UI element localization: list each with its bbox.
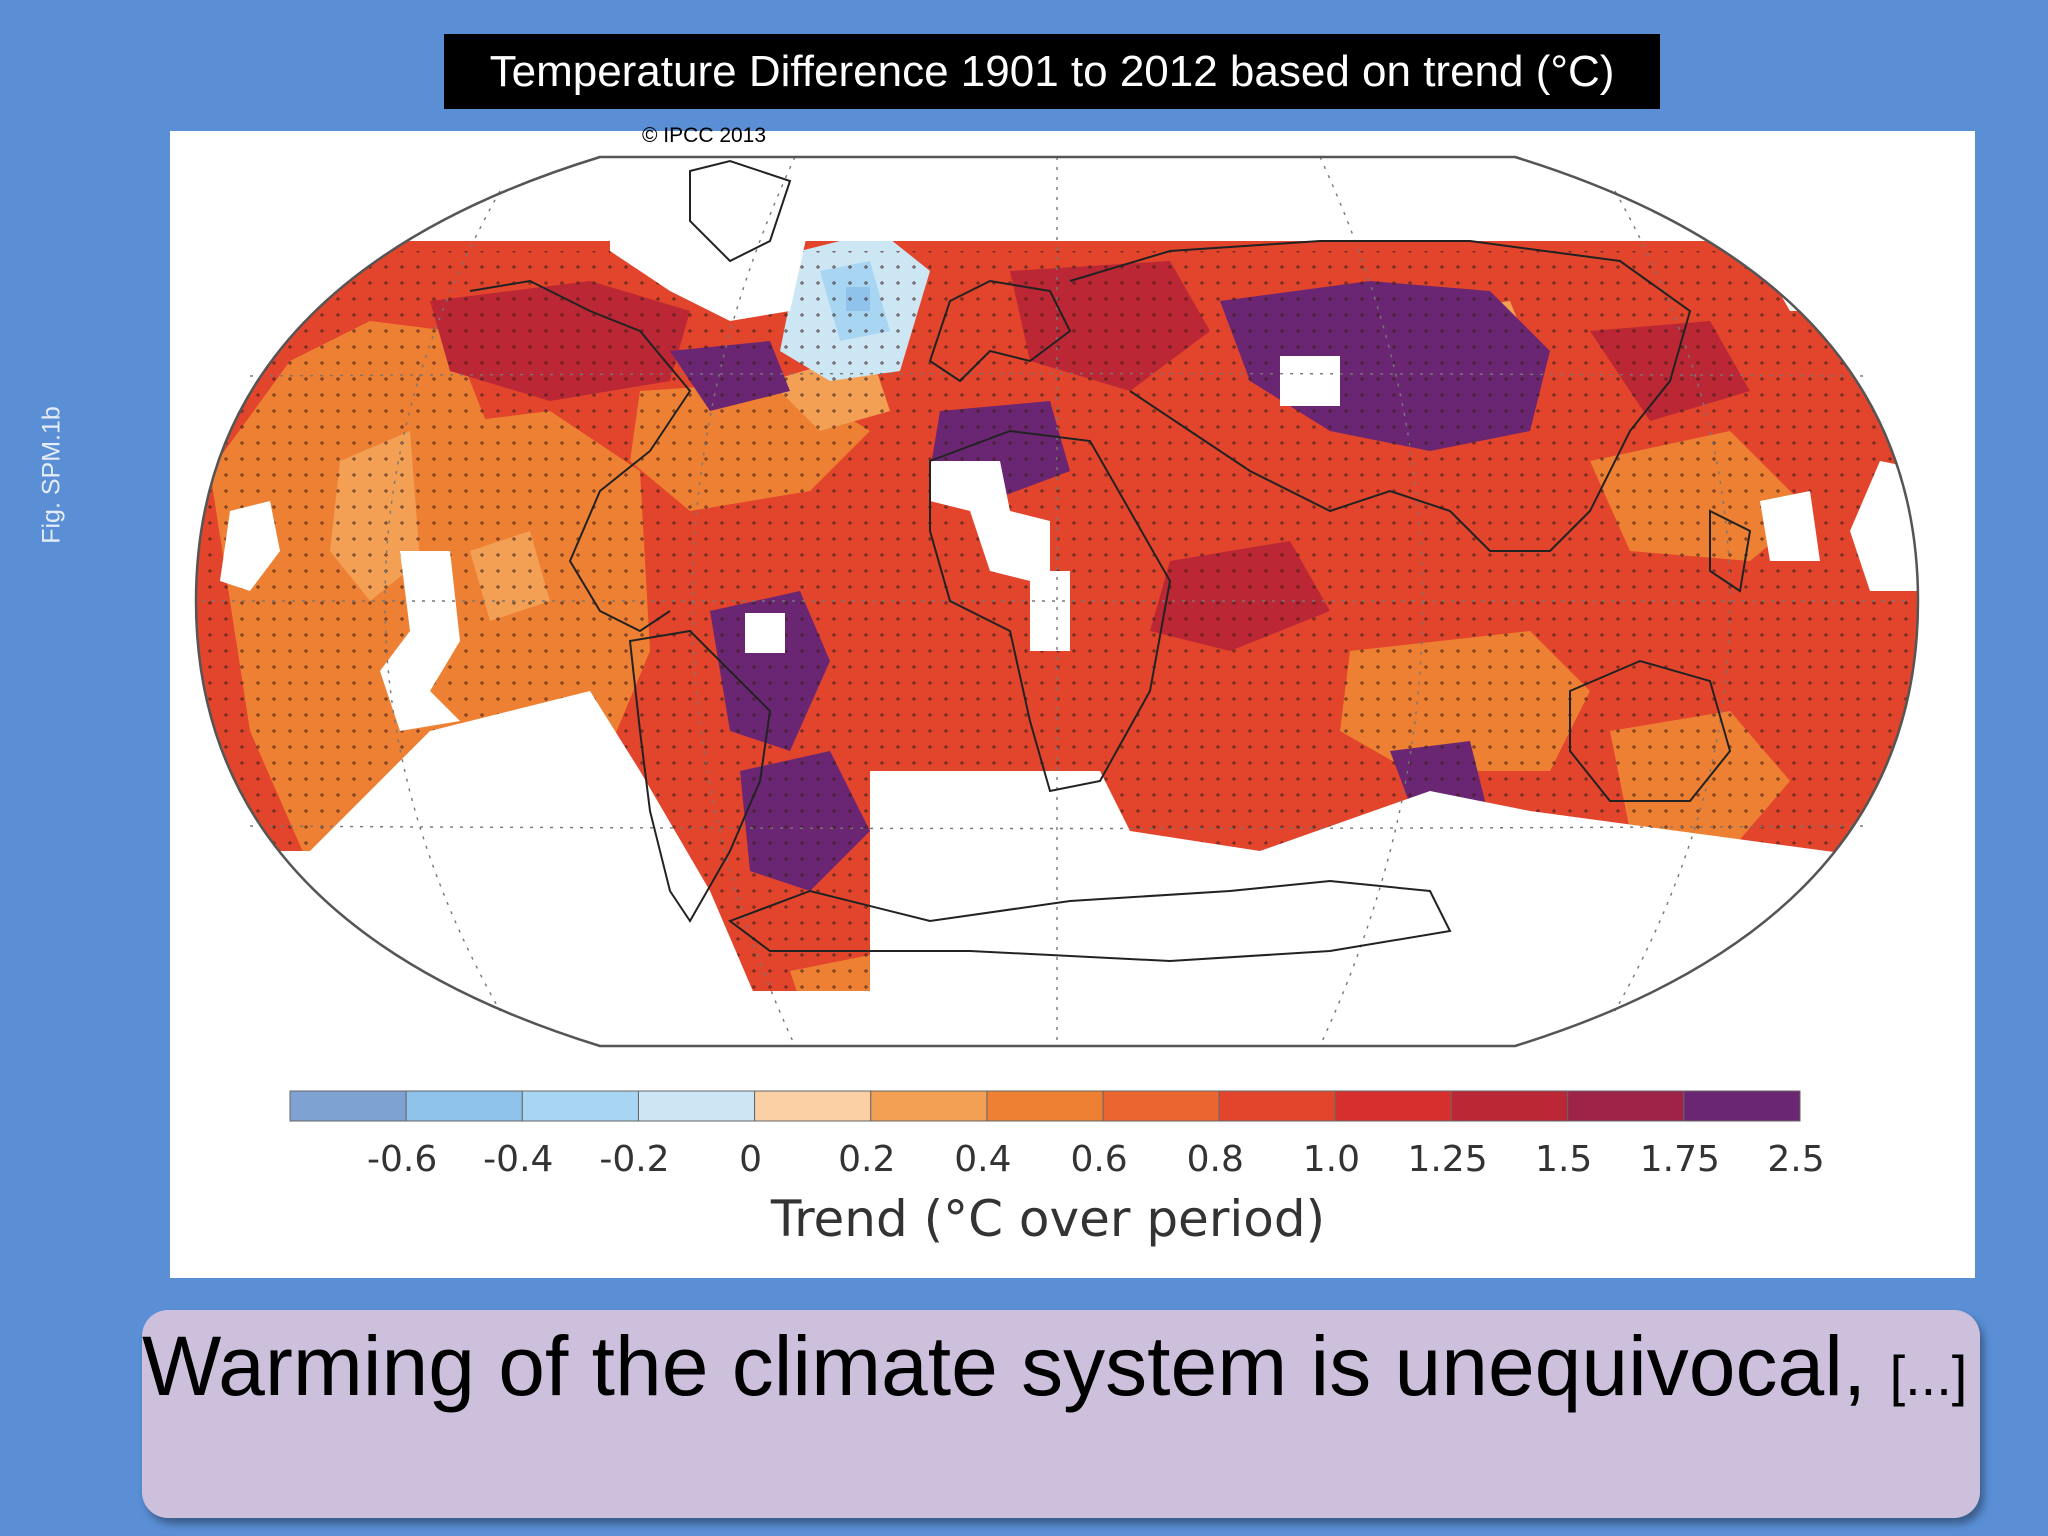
legend-swatch — [289, 1090, 407, 1122]
legend-swatch — [1218, 1090, 1336, 1122]
temperature-trend-map: -0.6 -0.4 -0.2 0 0.2 0.4 0.6 0.8 1.0 1.25 1.5 1.75 2… — [194, 155, 1920, 1248]
legend-tick-label: 1.25 — [1407, 1139, 1487, 1180]
legend-colorbar — [289, 1090, 1801, 1122]
legend-swatch — [870, 1090, 988, 1122]
legend-tick-label: 1.0 — [1303, 1139, 1360, 1180]
legend-tick-label: 0.4 — [954, 1139, 1011, 1180]
legend-tick-label: -0.2 — [599, 1139, 669, 1180]
legend-tick-label: 0.6 — [1070, 1139, 1127, 1180]
graticule — [202, 156, 1912, 1047]
legend-tick-label: 2.5 — [1767, 1139, 1824, 1180]
legend-swatch — [637, 1090, 756, 1122]
legend-tick-label: -0.4 — [483, 1139, 553, 1180]
legend-tick-label: 1.75 — [1640, 1139, 1720, 1180]
legend-swatch — [405, 1090, 523, 1122]
legend-swatch — [521, 1090, 639, 1122]
quote-text: Warming of the climate system is unequiv… — [142, 1319, 1867, 1413]
legend-tick-label: 0.8 — [1187, 1139, 1244, 1180]
slide-title: Temperature Difference 1901 to 2012 base… — [444, 34, 1660, 109]
legend-swatch — [1567, 1090, 1685, 1122]
figure-panel: -0.6 -0.4 -0.2 0 0.2 0.4 0.6 0.8 1.0 1.25 1.5 1.75 2… — [170, 124, 1975, 1278]
globe-outline — [194, 155, 1920, 1048]
legend-tick-label: 1.5 — [1535, 1139, 1592, 1180]
copyright-notice: © IPCC 2013 — [642, 124, 767, 147]
coastlines — [469, 159, 1752, 963]
legend-swatch — [1683, 1090, 1801, 1122]
legend-swatch — [1451, 1090, 1569, 1122]
quote-ellipsis: [...] — [1889, 1344, 1968, 1407]
figure-reference-label: Fig. SPM.1b — [37, 406, 66, 544]
legend-tick-label: -0.6 — [367, 1139, 437, 1180]
legend-swatch — [986, 1090, 1104, 1122]
quote-box: Warming of the climate system is unequiv… — [142, 1310, 1980, 1518]
legend-swatch — [754, 1090, 872, 1122]
quote-line: Warming of the climate system is unequiv… — [142, 1318, 1967, 1415]
legend-title: Trend (°C over period) — [770, 1190, 1325, 1248]
legend-swatch — [1334, 1090, 1453, 1122]
legend-tick-label: 0.2 — [838, 1139, 895, 1180]
legend-tick-label: 0 — [739, 1139, 762, 1180]
legend-swatch — [1102, 1090, 1220, 1122]
legend-tick-labels: -0.6 -0.4 -0.2 0 0.2 0.4 0.6 0.8 1.0 1.25 1.5 1.75 2… — [367, 1139, 1825, 1180]
